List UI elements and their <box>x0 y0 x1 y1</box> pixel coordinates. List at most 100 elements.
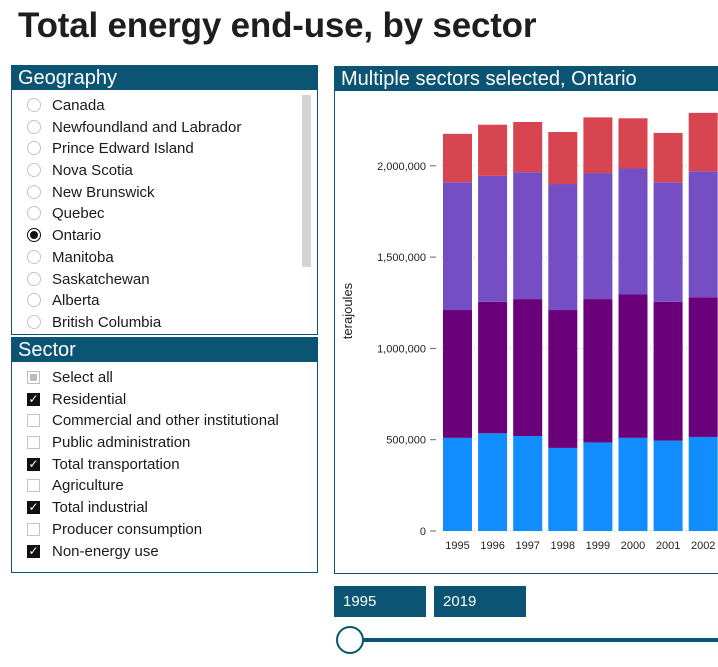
geography-option-alberta[interactable]: Alberta <box>12 290 317 312</box>
bar-segment-non-energy-use-1999[interactable] <box>583 117 613 174</box>
year-slider-track[interactable] <box>350 638 718 642</box>
bar-segment-total-transportation-2000[interactable] <box>618 168 648 295</box>
bar-segment-residential-1998[interactable] <box>548 447 578 531</box>
bar-segment-residential-1995[interactable] <box>443 437 472 531</box>
bar-segment-residential-2000[interactable] <box>618 437 648 531</box>
bar-segment-total-industrial-1996[interactable] <box>478 301 508 434</box>
checkbox-checked-icon[interactable]: ✓ <box>27 391 40 406</box>
y-tick-label: 2,000,000 <box>377 161 426 173</box>
bar-segment-total-transportation-2001[interactable] <box>653 182 683 302</box>
bar-segment-total-industrial-2001[interactable] <box>653 301 683 441</box>
bar-segment-total-industrial-1999[interactable] <box>583 299 613 443</box>
bar-segment-total-industrial-1998[interactable] <box>548 310 578 448</box>
bar-segment-total-transportation-1996[interactable] <box>478 175 508 302</box>
bar-segment-total-transportation-1999[interactable] <box>583 173 613 300</box>
bar-segment-total-industrial-1995[interactable] <box>443 310 472 438</box>
sector-option-producer-consumption[interactable]: Producer consumption <box>12 519 317 541</box>
bar-segment-total-industrial-2002[interactable] <box>688 297 718 437</box>
radio-unselected-icon[interactable] <box>27 184 41 199</box>
sector-option-residential[interactable]: ✓ Residential <box>12 389 317 411</box>
start-year-box[interactable]: 1995 <box>334 586 426 617</box>
geography-option-label: Prince Edward Island <box>52 140 194 158</box>
sector-option-total-industrial[interactable]: ✓ Total industrial <box>12 497 317 519</box>
radio-unselected-icon[interactable] <box>27 141 41 156</box>
bar-segment-residential-1999[interactable] <box>583 442 613 531</box>
bar-segment-residential-1997[interactable] <box>513 436 543 531</box>
y-axis-label: terajoules <box>340 282 355 339</box>
geography-option-newfoundland-and-labrador[interactable]: Newfoundland and Labrador <box>12 117 317 139</box>
x-tick-label: 2002 <box>691 540 715 552</box>
bar-segment-non-energy-use-2002[interactable] <box>688 112 718 172</box>
geography-option-ontario[interactable]: Ontario <box>12 225 317 247</box>
bar-segment-residential-2001[interactable] <box>653 440 683 531</box>
year-slider-start-handle[interactable] <box>336 626 364 654</box>
sector-option-public-administration[interactable]: Public administration <box>12 432 317 454</box>
bar-segment-total-industrial-2000[interactable] <box>618 294 648 438</box>
bar-segment-residential-2002[interactable] <box>688 436 718 531</box>
radio-unselected-icon[interactable] <box>27 98 41 112</box>
bar-segment-residential-1996[interactable] <box>478 433 508 531</box>
sector-option-agriculture[interactable]: Agriculture <box>12 475 317 497</box>
sector-option-select-all[interactable]: Select all <box>12 367 317 389</box>
bar-segment-total-transportation-2002[interactable] <box>688 171 718 298</box>
sector-header: Sector <box>12 338 317 362</box>
y-tick-label: 500,000 <box>386 435 426 447</box>
checkbox-unchecked-icon[interactable] <box>27 522 40 536</box>
checkbox-unchecked-icon[interactable] <box>27 436 40 450</box>
checkbox-checked-icon[interactable]: ✓ <box>27 456 40 471</box>
sector-option-total-transportation[interactable]: ✓ Total transportation <box>12 454 317 476</box>
bar-segment-total-transportation-1995[interactable] <box>443 182 472 311</box>
geography-panel: Geography Canada Newfoundland and Labrado… <box>11 65 318 335</box>
geography-option-label: Manitoba <box>52 248 114 266</box>
geography-option-label: Nova Scotia <box>52 162 133 180</box>
checkbox-indeterminate-icon[interactable] <box>27 371 40 384</box>
geography-option-label: Quebec <box>52 205 105 223</box>
bar-segment-non-energy-use-1995[interactable] <box>443 133 472 183</box>
radio-unselected-icon[interactable] <box>27 163 41 178</box>
geography-option-saskatchewan[interactable]: Saskatchewan <box>12 269 317 291</box>
bar-segment-total-industrial-1997[interactable] <box>513 299 543 437</box>
sector-option-non-energy-use[interactable]: ✓ Non-energy use <box>12 541 317 563</box>
end-year-box[interactable]: 2019 <box>434 586 526 617</box>
sector-option-label: Residential <box>52 390 127 408</box>
sector-option-commercial-and-other-institutional[interactable]: Commercial and other institutional <box>12 410 317 432</box>
radio-unselected-icon[interactable] <box>27 249 41 264</box>
radio-unselected-icon[interactable] <box>27 271 41 286</box>
geography-option-manitoba[interactable]: Manitoba <box>12 247 317 269</box>
sector-option-label: Total industrial <box>52 499 148 517</box>
sector-option-label: Select all <box>52 369 113 386</box>
geography-option-quebec[interactable]: Quebec <box>12 203 317 225</box>
geography-option-label: Newfoundland and Labrador <box>52 118 242 136</box>
bar-segment-total-transportation-1997[interactable] <box>513 172 543 300</box>
sector-option-label: Agriculture <box>52 477 124 495</box>
bar-segment-non-energy-use-2001[interactable] <box>653 132 683 183</box>
bar-segment-non-energy-use-1997[interactable] <box>513 121 543 173</box>
sector-option-label: Non-energy use <box>52 542 159 560</box>
bar-segment-non-energy-use-2000[interactable] <box>618 118 648 169</box>
y-tick-label: 1,000,000 <box>377 343 426 355</box>
checkbox-checked-icon[interactable]: ✓ <box>27 500 40 515</box>
checkbox-unchecked-icon[interactable] <box>27 414 40 428</box>
bar-segment-non-energy-use-1998[interactable] <box>548 132 578 185</box>
radio-unselected-icon[interactable] <box>27 293 41 308</box>
x-tick-label: 1997 <box>515 540 539 552</box>
bar-segment-non-energy-use-1996[interactable] <box>478 124 508 176</box>
radio-unselected-icon[interactable] <box>27 206 41 221</box>
sector-list: Select all ✓ Residential Commercial and oth… <box>12 362 317 562</box>
geography-option-prince-edward-island[interactable]: Prince Edward Island <box>12 138 317 160</box>
geography-option-nova-scotia[interactable]: Nova Scotia <box>12 160 317 182</box>
geography-option-label: New Brunswick <box>52 183 155 201</box>
geography-option-canada[interactable]: Canada <box>12 95 317 117</box>
y-tick-label: 0 <box>420 526 426 538</box>
radio-selected-icon[interactable] <box>27 228 41 243</box>
geography-option-british-columbia[interactable]: British Columbia <box>12 312 317 334</box>
bar-segment-total-transportation-1998[interactable] <box>548 184 578 311</box>
checkbox-unchecked-icon[interactable] <box>27 479 40 493</box>
geography-option-new-brunswick[interactable]: New Brunswick <box>12 182 317 204</box>
sector-option-label: Commercial and other institutional <box>52 412 279 430</box>
checkbox-checked-icon[interactable]: ✓ <box>27 543 40 558</box>
radio-unselected-icon[interactable] <box>27 314 41 329</box>
radio-unselected-icon[interactable] <box>27 119 41 134</box>
geography-scrollbar[interactable] <box>302 95 311 267</box>
geography-option-label: Ontario <box>52 227 102 245</box>
